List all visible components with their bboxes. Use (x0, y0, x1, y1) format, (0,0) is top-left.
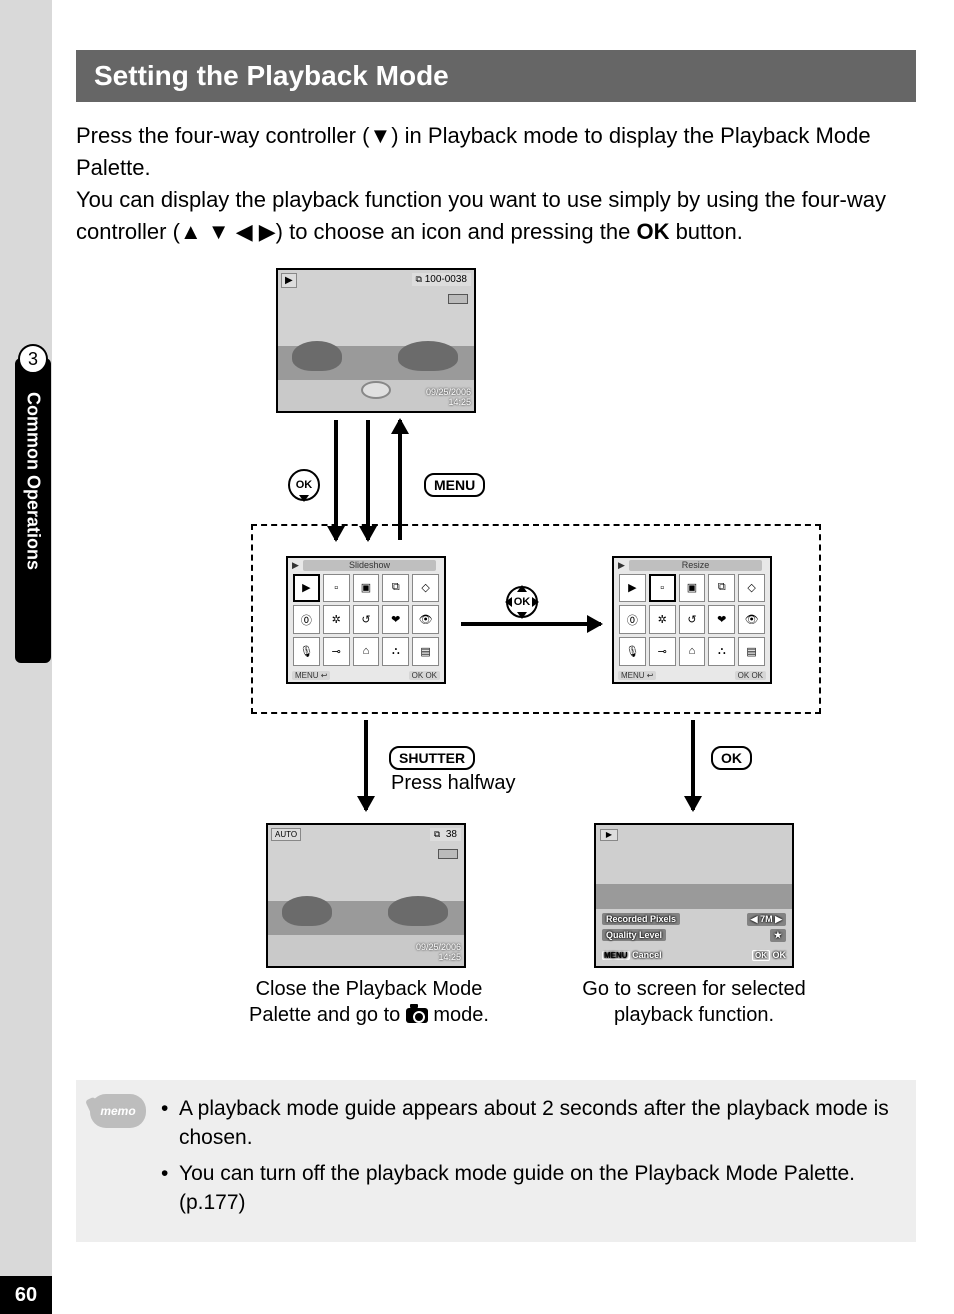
arrow-down-icon (334, 420, 338, 540)
press-halfway-label: Press halfway (391, 772, 516, 795)
play-mode-icon: ▶ (600, 829, 618, 841)
file-number: ⧉ 100-0038 (412, 273, 471, 286)
arrow-down-icon (691, 720, 695, 810)
caption-left: Close the Playback Mode Palette and go t… (224, 976, 514, 1028)
palette-grid: ▶▫▣⧉◇ ⓪✲↺❤👁 🎙⊸⌂⛬▤ (288, 571, 444, 669)
chapter-tab: 3 Common Operations (15, 358, 51, 663)
arrow-right-icon (461, 622, 601, 626)
shutter-button-label: SHUTTER (389, 746, 475, 770)
arrow-down-icon (366, 420, 370, 540)
intro-text: button. (669, 219, 742, 244)
quality-level-row: Quality Level ★ (602, 929, 786, 942)
section-header: Setting the Playback Mode (76, 50, 916, 102)
down-arrow-glyph: ▼ (369, 123, 391, 148)
menu-back-label: MENU ↩ (618, 671, 656, 680)
capture-screen: AUTO ⧉ 38 09/25/200614:25 (266, 823, 466, 968)
datetime: 09/25/200614:25 (426, 388, 471, 408)
memo-item: You can turn off the playback mode guide… (161, 1159, 898, 1218)
play-mode-icon: ▶ (281, 273, 297, 288)
palette-resize: ▶ Resize ▶▫▣⧉◇ ⓪✲↺❤👁 🎙⊸⌂⛬▤ MENU ↩ OK OK (612, 556, 772, 684)
intro-text: ) to choose an icon and pressing the (276, 219, 637, 244)
flow-diagram: ▶ ⧉ 100-0038 09/25/200614:25 OK MENU ▶ Sl… (136, 268, 856, 1048)
arrow-up-icon (398, 420, 402, 540)
ok-ok-label: OK OK (409, 671, 440, 680)
intro-text: Press the four-way controller ( (76, 123, 369, 148)
caption-right: Go to screen for selected playback funct… (554, 976, 834, 1028)
battery-icon (448, 294, 468, 304)
ok-label: OK (636, 219, 669, 244)
menu-button-label: MENU (424, 473, 485, 497)
arrow-down-icon (364, 720, 368, 810)
memo-block: memo A playback mode guide appears about… (76, 1080, 916, 1242)
fourway-ok-icon: OK (506, 586, 538, 618)
chapter-number-badge: 3 (18, 344, 48, 374)
palette-title: Resize (629, 560, 762, 571)
memo-item: A playback mode guide appears about 2 se… (161, 1094, 898, 1153)
memo-icon: memo (90, 1094, 146, 1128)
ok-button-label: OK (711, 746, 752, 770)
footer-row: MENU Cancel OK OK (602, 950, 786, 960)
play-mode-icon: ▶ (618, 560, 625, 571)
face-indicator-icon (361, 381, 391, 399)
camera-icon (406, 1008, 428, 1023)
remaining-count: ⧉ 38 (430, 828, 461, 841)
battery-icon (438, 849, 458, 859)
auto-mode-badge: AUTO (271, 828, 301, 841)
menu-back-label: MENU ↩ (292, 671, 330, 680)
chapter-title: Common Operations (15, 386, 51, 646)
palette-title: Slideshow (303, 560, 436, 571)
fourway-arrows-glyph: ▲ ▼ ◀ ▶ (180, 219, 276, 244)
play-mode-icon: ▶ (292, 560, 299, 571)
palette-grid: ▶▫▣⧉◇ ⓪✲↺❤👁 🎙⊸⌂⛬▤ (614, 571, 770, 669)
recorded-pixels-row: Recorded Pixels ◀ 7M ▶ (602, 913, 786, 926)
ok-button-icon: OK (288, 469, 320, 501)
playback-screen: ▶ ⧉ 100-0038 09/25/200614:25 (276, 268, 476, 413)
datetime: 09/25/200614:25 (416, 943, 461, 963)
resize-function-screen: ▶ Recorded Pixels ◀ 7M ▶ Quality Level ★… (594, 823, 794, 968)
page-number: 60 (0, 1276, 52, 1314)
intro-paragraph: Press the four-way controller (▼) in Pla… (76, 120, 916, 248)
palette-slideshow: ▶ Slideshow ▶▫▣⧉◇ ⓪✲↺❤👁 🎙⊸⌂⛬▤ MENU ↩ OK OK (286, 556, 446, 684)
ok-ok-label: OK OK (735, 671, 766, 680)
